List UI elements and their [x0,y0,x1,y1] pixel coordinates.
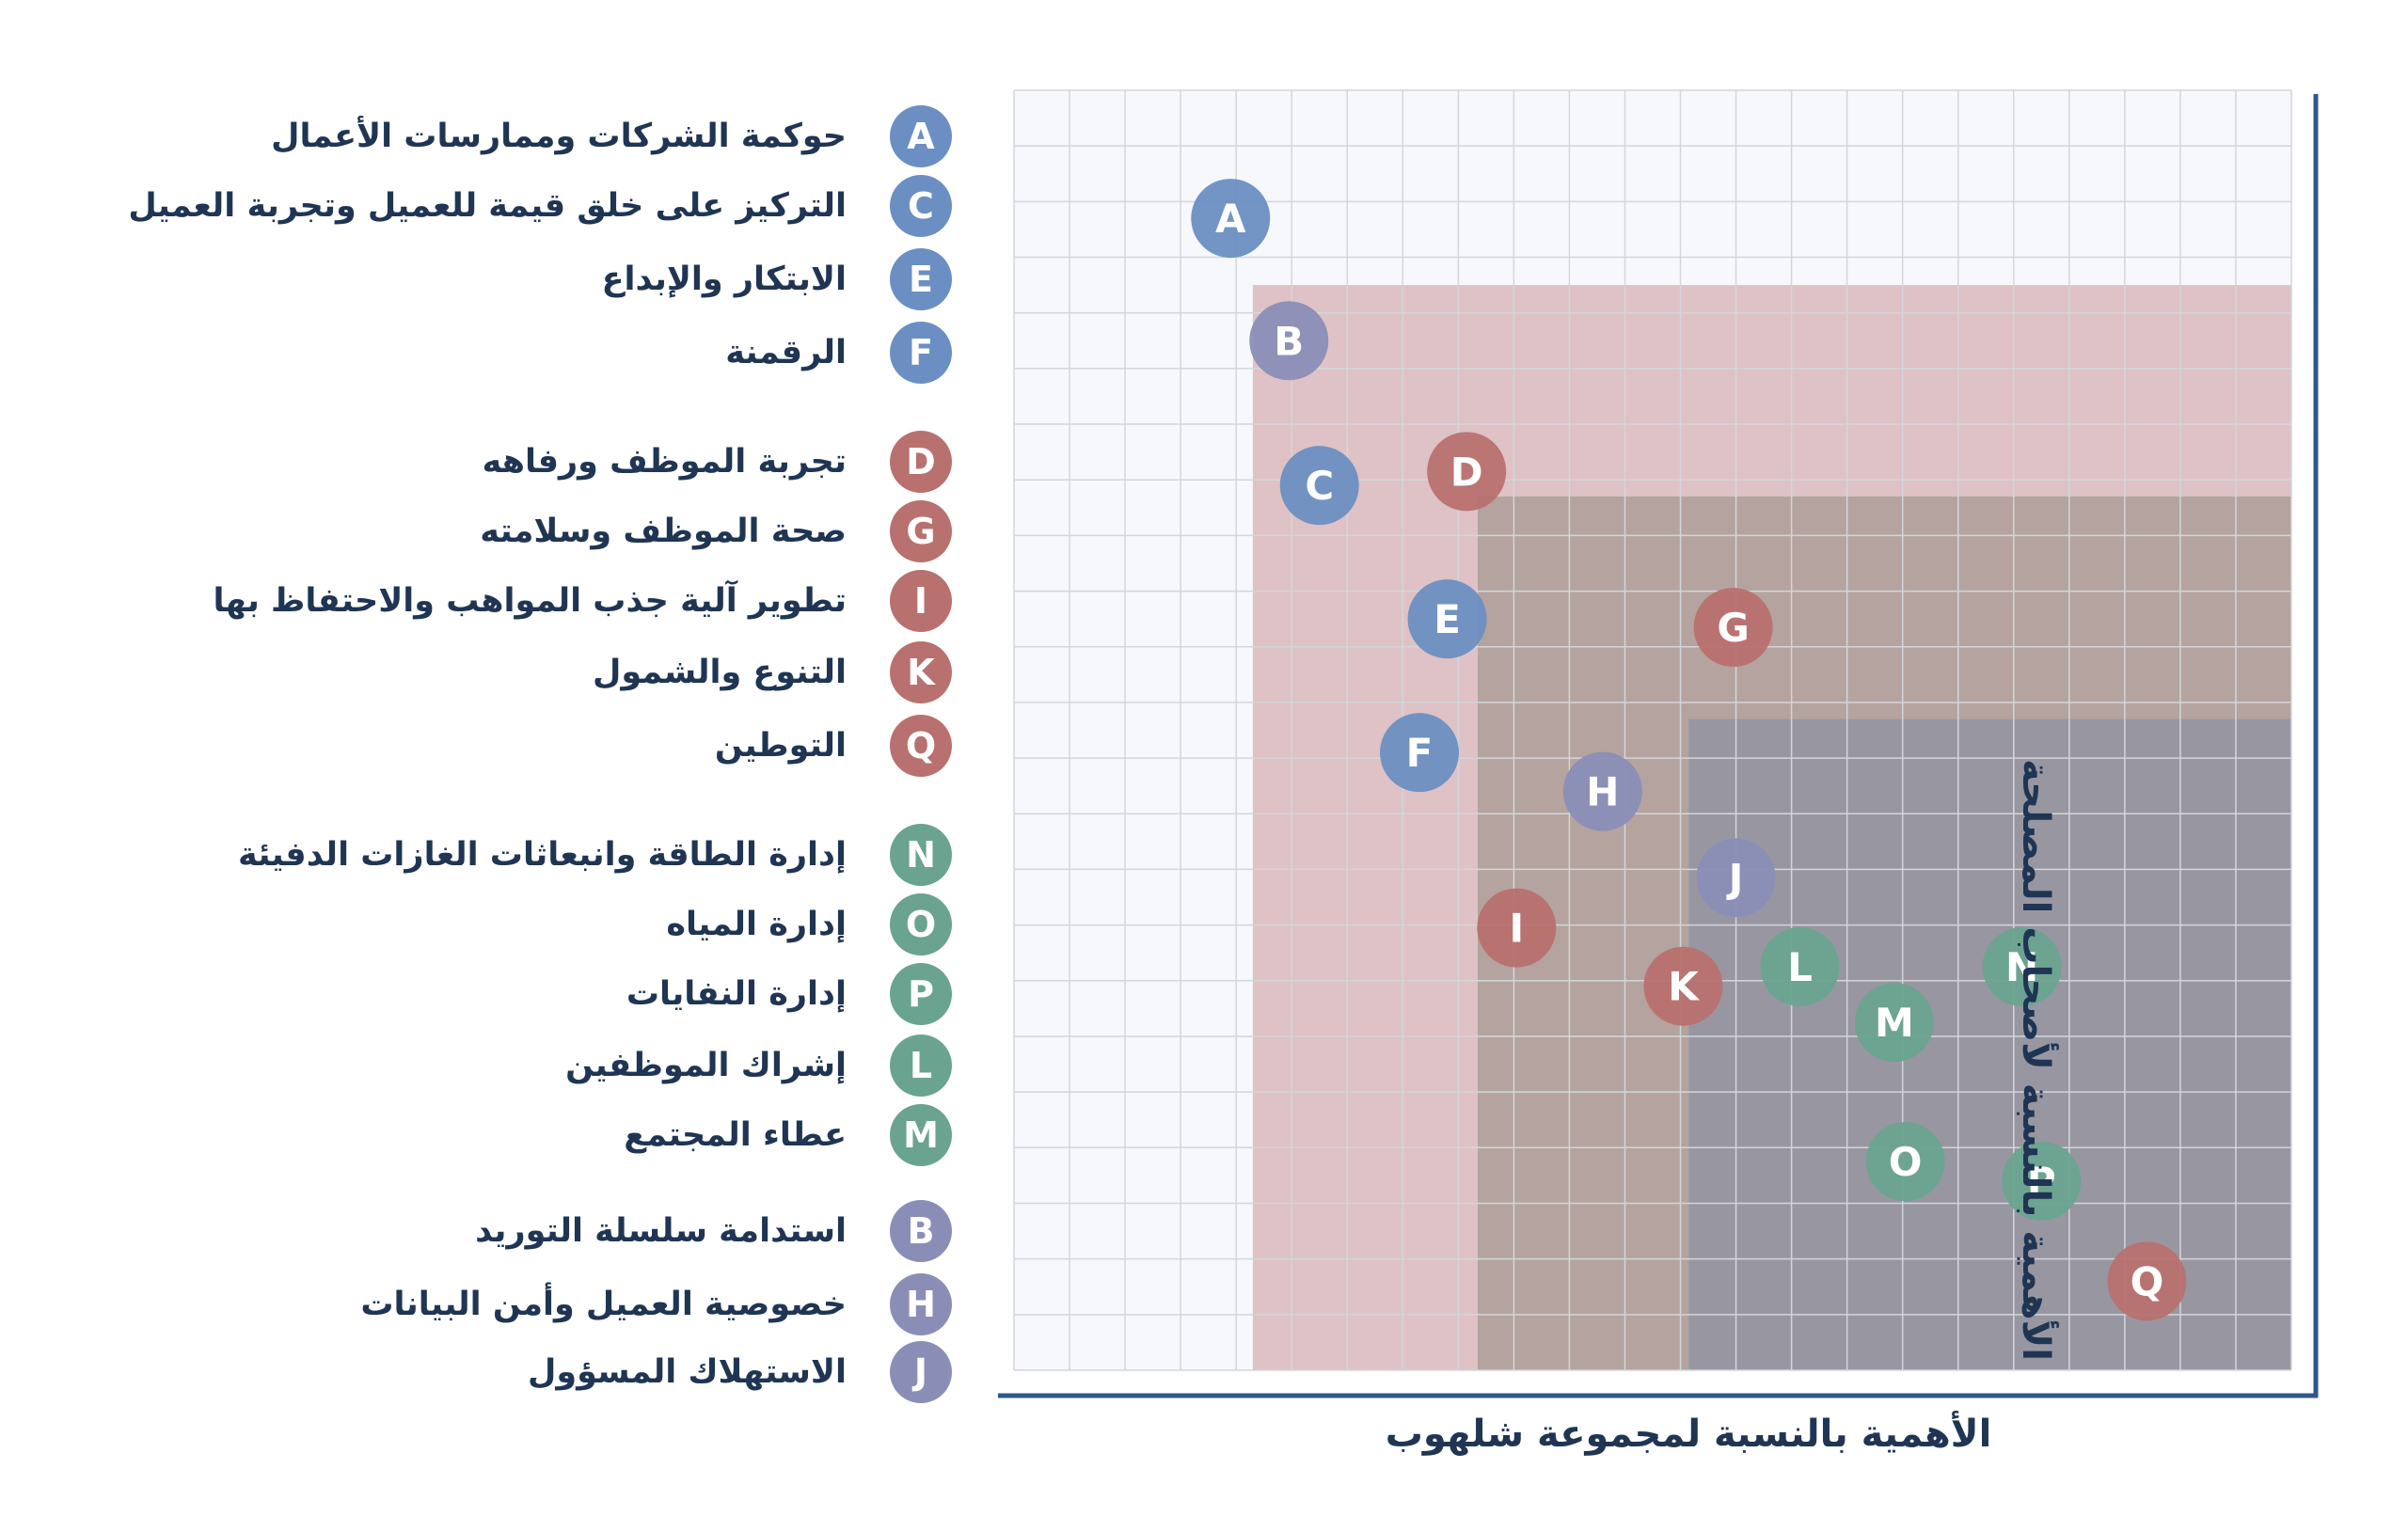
legend-badge: I [890,570,952,632]
point-label-e: E [1434,596,1461,642]
legend-label: حوكمة الشركات وممارسات الأعمال [271,118,847,155]
legend: A حوكمة الشركات وممارسات الأعمال C التركيز … [0,0,969,1532]
legend-item-n: N إدارة الطاقة وانبعاثات الغازات الدفيئة [0,822,952,888]
point-o [1865,1122,1945,1202]
point-label-d: D [1450,449,1483,495]
legend-label: إدارة المياه [666,906,847,943]
legend-item-e: E الابتكار والإبداع [0,246,952,312]
legend-item-g: G صحة الموظف وسلامته [0,498,952,564]
point-label-a: A [1215,196,1246,242]
legend-label: تطوير آلية جذب المواهب والاحتفاظ بها [213,582,847,620]
legend-item-k: K التنوع والشمول [0,640,952,705]
legend-item-i: I تطوير آلية جذب المواهب والاحتفاظ بها [0,568,952,634]
legend-label: عطاء المجتمع [624,1116,847,1154]
x-axis-title: الأهمية بالنسبة لمجموعة شلهوب [1385,1413,1992,1456]
legend-item-a: A حوكمة الشركات وممارسات الأعمال [0,103,952,169]
legend-badge: G [890,500,952,562]
point-label-j: J [1726,855,1744,901]
legend-label: إدارة الطاقة وانبعاثات الغازات الدفيئة [238,836,847,874]
point-label-l: L [1787,944,1813,990]
point-n [1982,926,2062,1006]
y-axis-title: الأهمية بالنسبة لأصحاب المصلحة [2014,759,2057,1361]
legend-badge: A [890,105,952,167]
point-label-b: B [1274,318,1304,364]
point-g [1693,588,1773,668]
legend-badge: P [890,963,952,1025]
point-label-k: K [1668,964,1700,1010]
point-j [1696,838,1776,918]
point-a [1191,179,1271,259]
point-m [1854,983,1934,1063]
legend-label: إشراك الموظفين [565,1047,847,1084]
point-label-o: O [1889,1139,1923,1185]
point-h [1562,751,1642,831]
point-k [1643,946,1723,1026]
point-d [1427,432,1507,512]
legend-badge: E [890,248,952,310]
legend-badge: N [890,824,952,886]
legend-item-b: B استدامة سلسلة التوريد [0,1198,952,1264]
point-label-n: N [2005,944,2038,990]
legend-label: الرقمنة [725,334,847,371]
legend-badge: K [890,641,952,703]
legend-badge: C [890,175,952,237]
legend-badge: D [890,431,952,493]
legend-item-j: J الاستهلاك المسؤول [0,1339,952,1405]
point-label-m: M [1875,1000,1914,1046]
point-p [2002,1141,2082,1221]
point-label-f: F [1406,730,1434,776]
legend-item-p: P إدارة النفايات [0,961,952,1027]
legend-item-o: O إدارة المياه [0,892,952,957]
legend-badge: H [890,1273,952,1335]
legend-label: الابتكار والإبداع [601,261,847,298]
legend-label: صحة الموظف وسلامته [480,513,847,550]
legend-label: خصوصية العميل وأمن البيانات [360,1286,847,1323]
legend-item-q: Q التوطين [0,713,952,779]
point-i [1477,888,1557,968]
legend-item-f: F الرقمنة [0,320,952,386]
legend-label: التوطين [714,727,847,765]
legend-item-d: D تجربة الموظف ورفاهه [0,429,952,495]
legend-badge: B [890,1200,952,1262]
point-q [2107,1241,2187,1321]
legend-badge: F [890,322,952,384]
point-l [1760,926,1840,1006]
legend-badge: J [890,1341,952,1403]
legend-label: التنوع والشمول [592,654,847,691]
point-b [1249,301,1329,381]
legend-badge: L [890,1034,952,1097]
point-label-h: H [1586,769,1619,815]
legend-label: الاستهلاك المسؤول [528,1353,847,1391]
legend-item-c: C التركيز على خلق قيمة للعميل وتجربة العم… [0,173,952,239]
point-label-c: C [1305,463,1334,509]
legend-item-m: M عطاء المجتمع [0,1102,952,1168]
legend-item-h: H خصوصية العميل وأمن البيانات [0,1271,952,1337]
point-label-q: Q [2131,1258,2164,1304]
legend-badge: Q [890,715,952,777]
legend-label: استدامة سلسلة التوريد [475,1212,847,1250]
legend-label: تجربة الموظف ورفاهه [482,443,847,481]
point-c [1279,446,1359,526]
legend-label: التركيز على خلق قيمة للعميل وتجربة العمي… [128,187,847,225]
legend-item-l: L إشراك الموظفين [0,1033,952,1098]
point-e [1407,579,1487,659]
legend-badge: M [890,1104,952,1166]
point-label-p: P [2027,1159,2056,1205]
zone-3 [1688,719,2291,1370]
point-label-i: I [1510,906,1525,952]
legend-label: إدارة النفايات [626,975,847,1013]
point-f [1380,713,1460,793]
legend-badge: O [890,893,952,956]
point-label-g: G [1717,605,1749,651]
